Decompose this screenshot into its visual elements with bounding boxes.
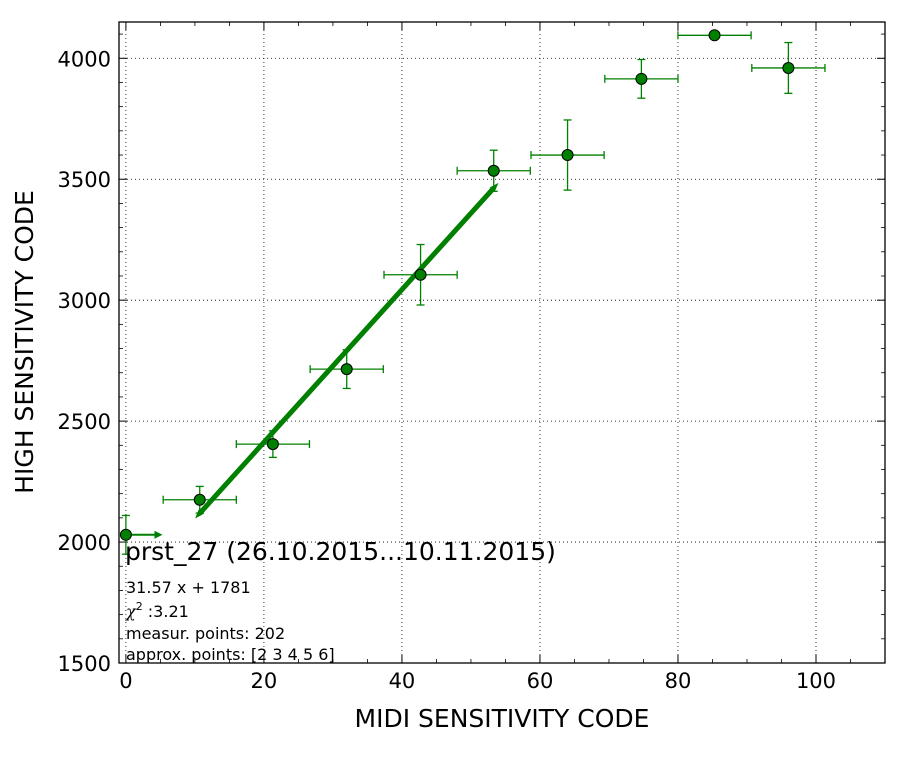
data-point-group — [309, 349, 384, 390]
data-point-marker — [119, 528, 132, 541]
data-point-group — [119, 514, 163, 555]
x-tick-label: 60 — [527, 669, 554, 693]
annotation-approx-points: approx. points: [2 3 4 5 6] — [126, 645, 335, 664]
plot-frame — [118, 21, 886, 664]
annotation-measur-points: measur. points: 202 — [126, 624, 285, 643]
annotation-chi2: χ2 :3.21 — [125, 600, 189, 621]
y-tick-label: 4000 — [58, 47, 111, 71]
data-point-group — [677, 29, 752, 42]
data-point-marker — [266, 438, 279, 451]
y-tick-label: 3500 — [58, 168, 111, 192]
x-tick-label: 0 — [119, 669, 132, 693]
y-tick-label: 2000 — [58, 531, 111, 555]
tick-labels-layer: 0 20 40 60 80 100 1500 2000 2500 3000 3500 4000 — [58, 47, 836, 693]
x-axis-label: MIDI SENSITIVITY CODE — [355, 704, 650, 733]
x-tick-label: 80 — [665, 669, 692, 693]
data-point-marker — [782, 61, 795, 74]
annotation-equation: 31.57 x + 1781 — [126, 578, 251, 597]
x-tick-label: 100 — [796, 669, 836, 693]
data-point-group — [456, 149, 531, 192]
fit-line-arrow-start — [195, 509, 204, 519]
chi2-superscript: 2 — [136, 600, 143, 613]
x-tick-label: 20 — [251, 669, 278, 693]
y-tick-label: 3000 — [58, 289, 111, 313]
x-tick-label: 40 — [389, 669, 416, 693]
data-point-group — [162, 485, 237, 514]
y-axis-label: HIGH SENSITIVITY CODE — [10, 190, 39, 494]
data-point-marker — [193, 493, 206, 506]
data-point-group — [383, 243, 458, 306]
chi2-value: :3.21 — [143, 602, 189, 621]
chi2-symbol: χ — [125, 602, 137, 621]
annotation-title: prst_27 (26.10.2015...10.11.2015) — [125, 537, 556, 566]
data-point-marker — [487, 164, 500, 177]
y-tick-label: 2500 — [58, 410, 111, 434]
data-point-marker — [414, 268, 427, 281]
data-point-group — [604, 58, 679, 99]
y-tick-label: 1500 — [58, 652, 111, 676]
axis-ticks — [119, 22, 886, 664]
data-point-marker — [635, 72, 648, 85]
data-point-marker — [561, 149, 574, 162]
data-point-group — [751, 41, 826, 95]
x-error-arrowhead — [154, 530, 163, 539]
grid-lines — [119, 22, 885, 664]
data-points-layer — [119, 29, 826, 555]
data-point-marker — [708, 29, 721, 42]
data-point-group — [530, 119, 605, 191]
data-point-group — [235, 430, 311, 459]
data-point-marker — [340, 363, 353, 376]
